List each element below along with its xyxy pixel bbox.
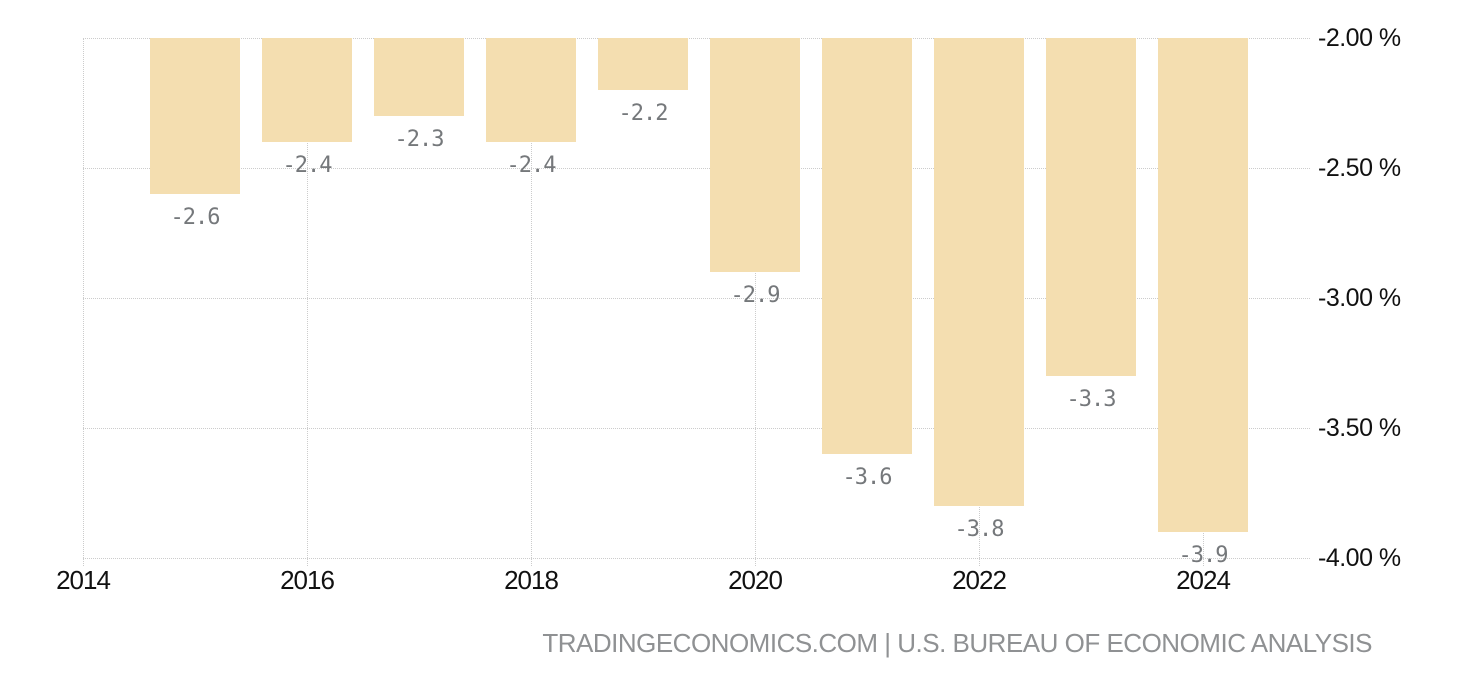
v-gridline xyxy=(83,38,84,566)
plot-area[interactable]: -2.6 -2.4 -2.3 -2.4 -2.2 -2.9 -3.6 -3.8 -3.3 -3.9 xyxy=(83,38,1310,568)
bar-2018[interactable] xyxy=(486,38,576,142)
bar-2021[interactable] xyxy=(822,38,912,454)
x-axis-label-2016: 2016 xyxy=(280,565,335,595)
bar-value-label-2023: -3.3 xyxy=(1066,387,1117,412)
bar-2015[interactable] xyxy=(150,38,240,194)
v-gridline xyxy=(755,38,756,566)
bar-2024[interactable] xyxy=(1158,38,1248,532)
source-attribution: TRADINGECONOMICS.COM | U.S. BUREAU OF EC… xyxy=(542,628,1372,658)
h-gridline xyxy=(83,428,1310,429)
h-gridline xyxy=(83,298,1310,299)
y-axis-label-3: -3.50 % xyxy=(1318,414,1401,442)
x-axis-label-2018: 2018 xyxy=(504,565,559,595)
h-gridline xyxy=(83,168,1310,169)
bar-value-label-2021: -3.6 xyxy=(842,465,893,490)
y-axis-label-0: -2.00 % xyxy=(1318,24,1401,52)
bar-value-label-2024: -3.9 xyxy=(1178,543,1229,568)
v-gridline xyxy=(531,38,532,566)
bar-value-label-2022: -3.8 xyxy=(954,517,1005,542)
bar-value-label-2020: -2.9 xyxy=(730,283,781,308)
bar-2022[interactable] xyxy=(934,38,1024,506)
x-axis-label-2024: 2024 xyxy=(1176,565,1231,595)
y-axis-label-4: -4.00 % xyxy=(1318,544,1401,572)
bar-2020[interactable] xyxy=(710,38,800,272)
v-gridline xyxy=(307,38,308,566)
bar-2017[interactable] xyxy=(374,38,464,116)
h-gridline xyxy=(83,558,1310,559)
bar-value-label-2016: -2.4 xyxy=(282,153,333,178)
x-axis-label-2014: 2014 xyxy=(56,565,111,595)
bar-value-label-2017: -2.3 xyxy=(394,127,445,152)
bar-2019[interactable] xyxy=(598,38,688,90)
h-gridline xyxy=(83,38,1310,39)
x-axis-label-2020: 2020 xyxy=(728,565,783,595)
bar-2023[interactable] xyxy=(1046,38,1136,376)
bar-value-label-2015: -2.6 xyxy=(170,205,221,230)
x-axis-label-2022: 2022 xyxy=(952,565,1007,595)
bar-value-label-2018: -2.4 xyxy=(506,153,557,178)
y-axis-label-2: -3.00 % xyxy=(1318,284,1401,312)
bar-2016[interactable] xyxy=(262,38,352,142)
bar-value-label-2019: -2.2 xyxy=(618,101,669,126)
y-axis-label-1: -2.50 % xyxy=(1318,154,1401,182)
